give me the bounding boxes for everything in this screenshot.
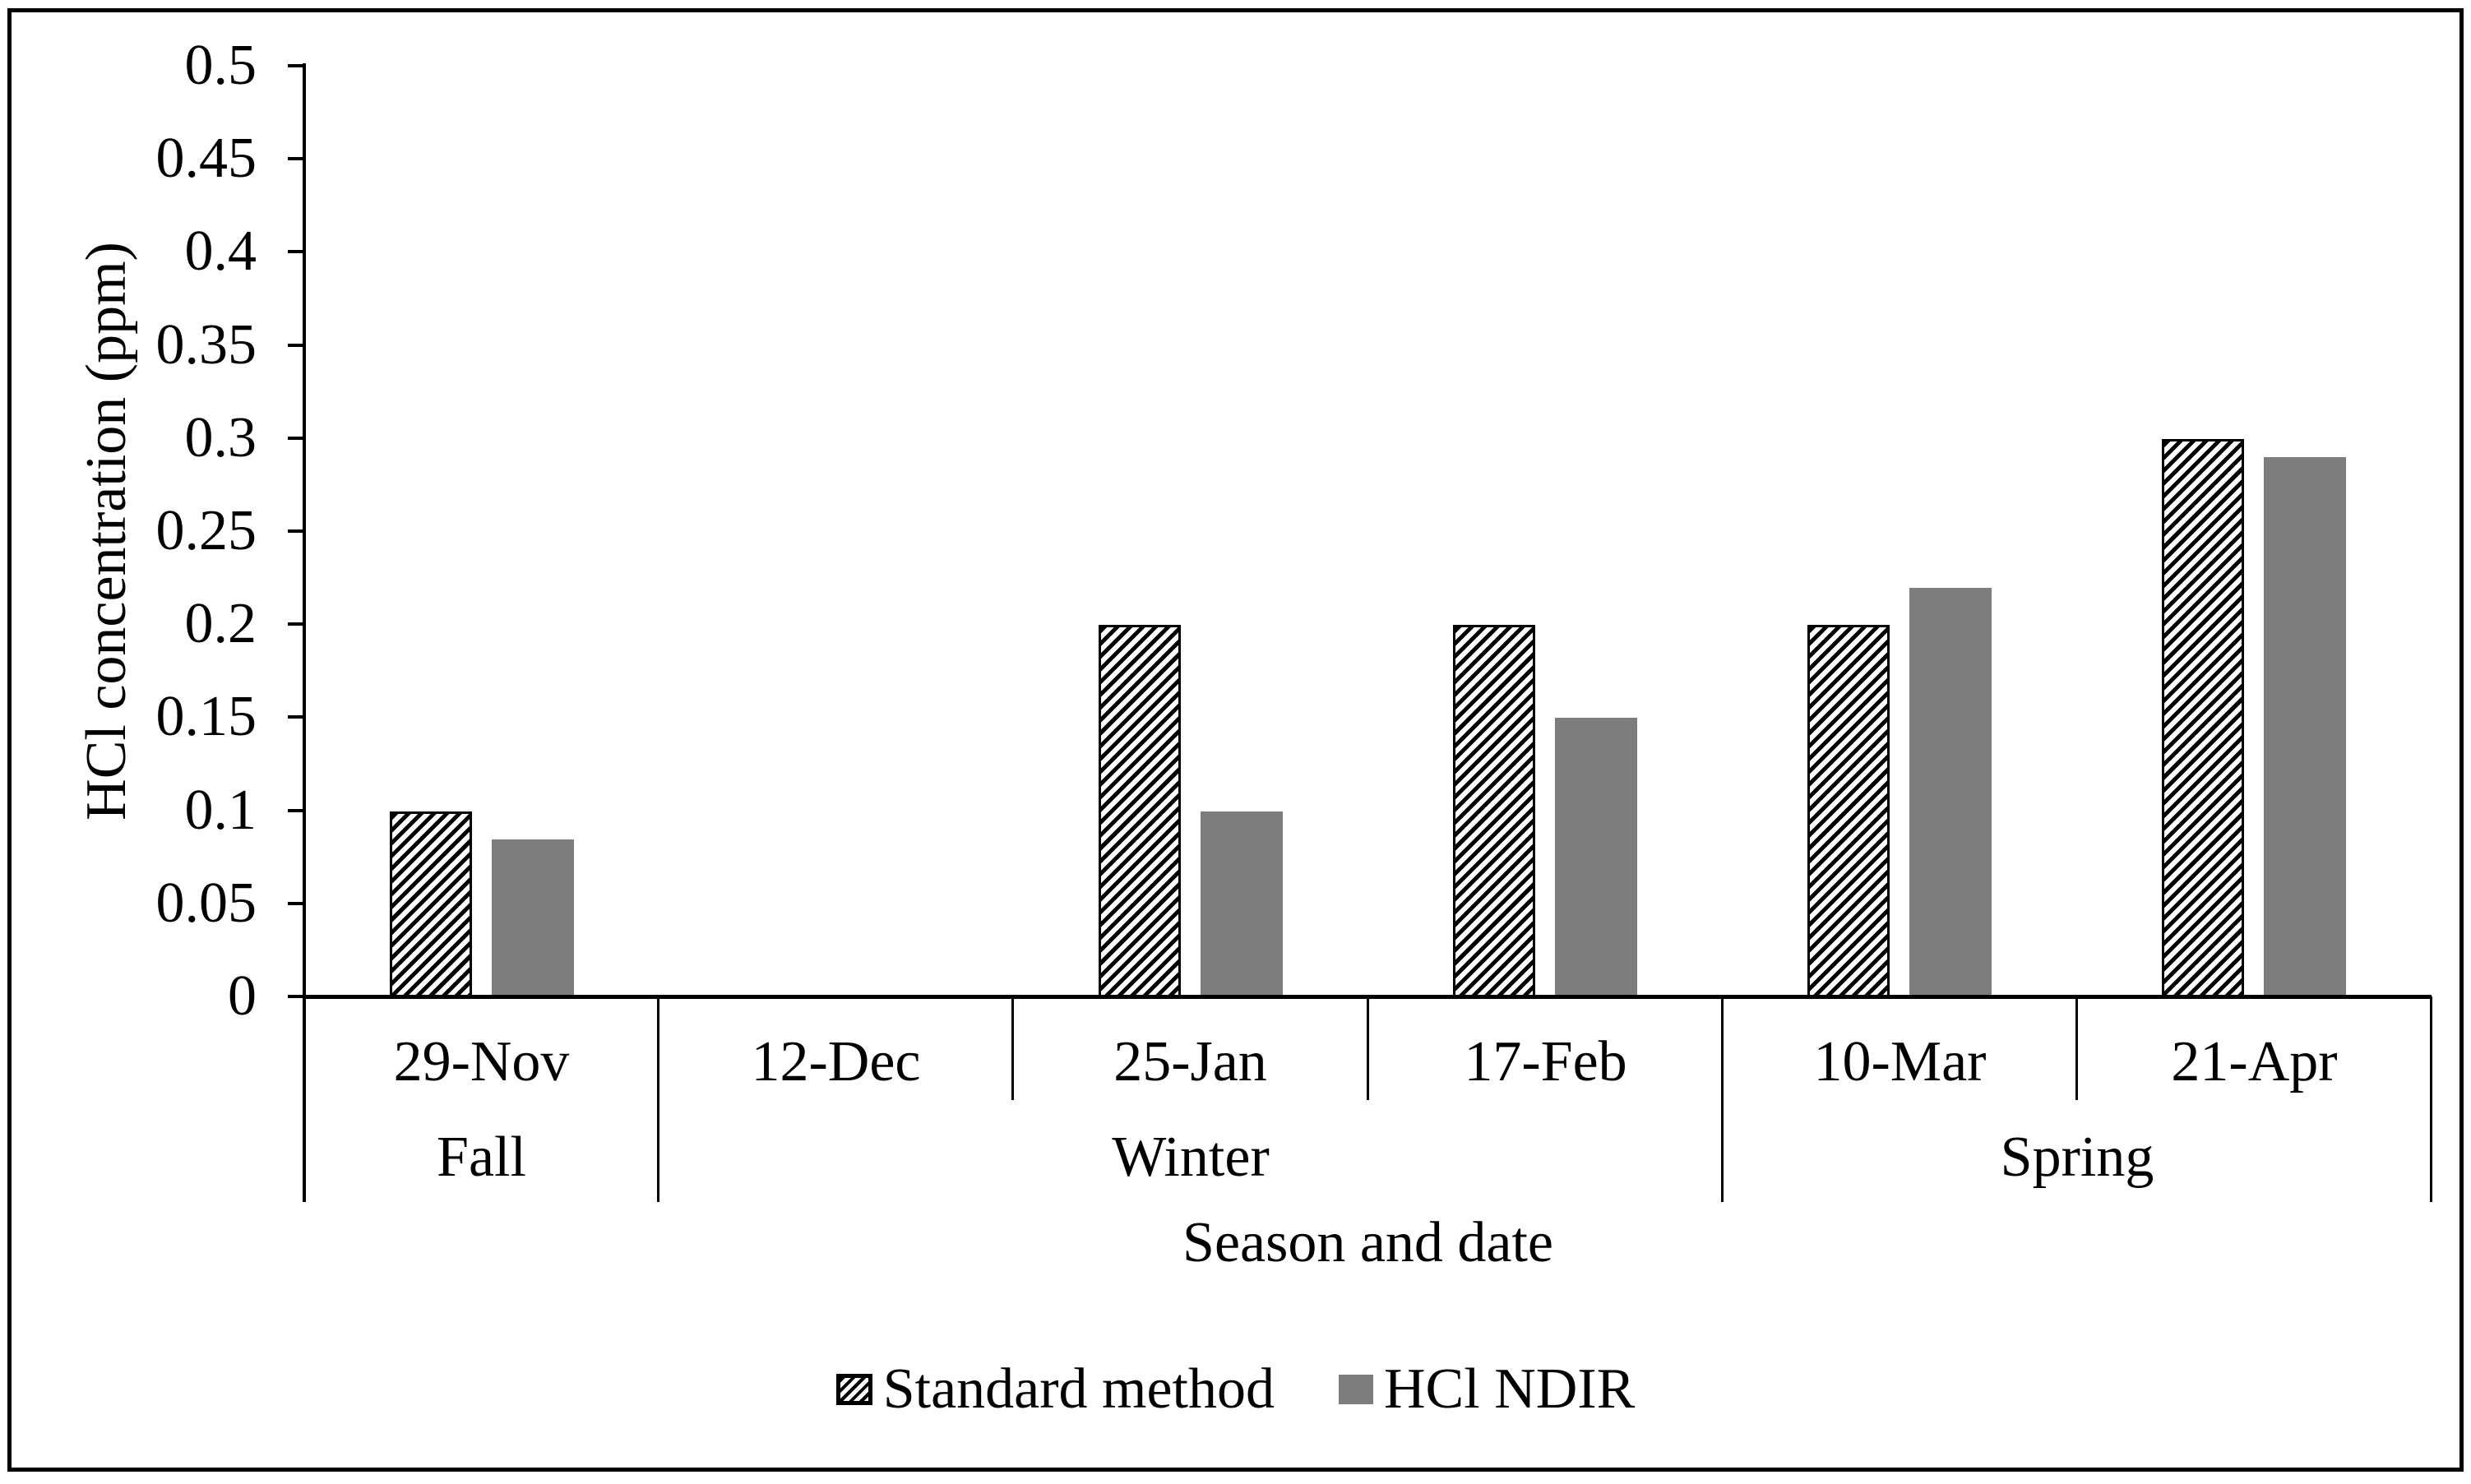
legend-label: Standard method — [882, 1357, 1275, 1421]
y-tick-mark — [288, 529, 304, 533]
bar-standard-method-17-feb — [1453, 625, 1535, 997]
y-tick-label: 0.45 — [155, 127, 257, 191]
x-date-label: 21-Apr — [2171, 1030, 2338, 1093]
y-tick-mark — [288, 715, 304, 719]
bar-standard-method-21-apr — [2162, 439, 2244, 997]
y-tick-mark — [288, 250, 304, 254]
gray-swatch-icon — [1339, 1375, 1373, 1404]
legend-item-hcl-ndir: HCl NDIR — [1339, 1358, 1635, 1421]
y-tick-label: 0.3 — [184, 405, 257, 469]
y-tick-label: 0 — [228, 964, 257, 1028]
y-tick-mark — [288, 622, 304, 626]
figure-border — [7, 8, 2464, 1472]
y-tick-label: 0.15 — [155, 685, 257, 749]
y-tick-label: 0.35 — [155, 312, 257, 377]
date-divider-line — [1366, 996, 1369, 1100]
x-season-label: Fall — [437, 1126, 526, 1189]
y-tick-mark — [288, 64, 304, 67]
hatched-swatch-icon — [835, 1374, 872, 1405]
y-tick-mark — [288, 343, 304, 347]
legend: Standard method HCl NDIR — [0, 1358, 2471, 1421]
season-divider-line — [1720, 996, 1724, 1202]
y-tick-label: 0.5 — [184, 34, 257, 97]
x-season-label: Winter — [1112, 1126, 1270, 1189]
bar-hcl-ndir-29-nov — [492, 839, 574, 997]
legend-item-standard-method: Standard method — [835, 1357, 1275, 1421]
y-axis-line — [303, 63, 306, 1202]
bar-standard-method-10-mar — [1807, 625, 1890, 997]
x-axis-title: Season and date — [1182, 1211, 1553, 1274]
season-divider-line — [657, 996, 660, 1202]
x-axis-line — [304, 995, 2432, 999]
x-date-label: 10-Mar — [1813, 1030, 1987, 1093]
x-season-label: Spring — [2000, 1126, 2154, 1189]
y-tick-label: 0.1 — [184, 778, 257, 842]
y-tick-mark — [288, 995, 304, 998]
x-date-label: 17-Feb — [1464, 1030, 1627, 1093]
y-tick-label: 0.05 — [155, 871, 257, 935]
date-divider-line — [1011, 996, 1015, 1100]
y-tick-mark — [288, 436, 304, 440]
legend-label: HCl NDIR — [1384, 1357, 1636, 1421]
bar-hcl-ndir-10-mar — [1909, 588, 1992, 997]
y-tick-mark — [288, 157, 304, 161]
bar-standard-method-25-jan — [1099, 625, 1181, 997]
y-tick-label: 0.2 — [184, 592, 257, 656]
bar-hcl-ndir-25-jan — [1201, 811, 1283, 997]
bar-hcl-ndir-17-feb — [1555, 718, 1637, 997]
y-tick-label: 0.25 — [155, 499, 257, 562]
bar-standard-method-29-nov — [390, 811, 472, 997]
y-tick-mark — [288, 901, 304, 905]
y-tick-mark — [288, 808, 304, 812]
bar-hcl-ndir-21-apr — [2264, 457, 2346, 997]
y-tick-label: 0.4 — [184, 220, 257, 284]
y-axis-title: HCl concentration (ppm) — [75, 242, 138, 821]
date-divider-line — [2075, 996, 2078, 1100]
season-divider-line — [2430, 996, 2432, 1202]
x-date-label: 12-Dec — [751, 1030, 921, 1093]
x-date-label: 25-Jan — [1113, 1030, 1267, 1093]
x-date-label: 29-Nov — [393, 1030, 570, 1093]
